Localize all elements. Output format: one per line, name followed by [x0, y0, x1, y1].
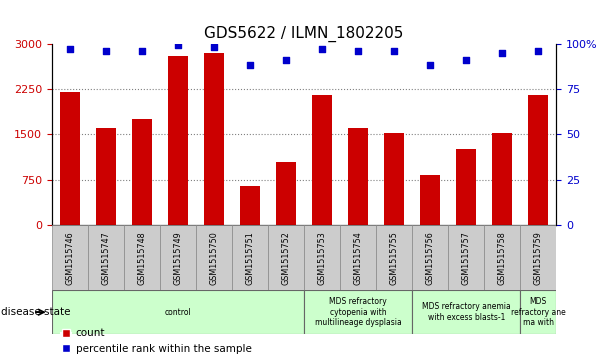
Bar [348, 128, 368, 225]
Bar [412, 290, 520, 334]
Bar [484, 225, 520, 290]
Bar [384, 133, 404, 225]
Bar [304, 290, 412, 334]
Bar [412, 225, 448, 290]
Bar [88, 225, 124, 290]
Bar [276, 162, 296, 225]
Bar [312, 95, 332, 225]
Title: GDS5622 / ILMN_1802205: GDS5622 / ILMN_1802205 [204, 26, 404, 42]
Text: GSM1515755: GSM1515755 [390, 231, 399, 285]
Text: GSM1515757: GSM1515757 [461, 231, 471, 285]
Bar [376, 225, 412, 290]
Text: MDS refractory anemia
with excess blasts-1: MDS refractory anemia with excess blasts… [422, 302, 511, 322]
Text: GSM1515752: GSM1515752 [282, 231, 291, 285]
Bar [492, 133, 512, 225]
Bar [204, 53, 224, 225]
Bar [304, 225, 340, 290]
Bar [232, 225, 268, 290]
Text: GSM1515753: GSM1515753 [317, 231, 326, 285]
Bar [132, 119, 152, 225]
Text: disease state: disease state [1, 307, 70, 317]
Point [461, 57, 471, 63]
Point [426, 62, 435, 68]
Legend: count, percentile rank within the sample: count, percentile rank within the sample [57, 324, 256, 358]
Bar [52, 225, 88, 290]
Point [281, 57, 291, 63]
Text: control: control [165, 308, 191, 317]
Bar [420, 175, 440, 225]
Bar [124, 225, 160, 290]
Text: GSM1515747: GSM1515747 [102, 231, 110, 285]
Point [245, 62, 255, 68]
Text: GSM1515758: GSM1515758 [498, 231, 506, 285]
Point [353, 48, 363, 54]
Text: GSM1515751: GSM1515751 [246, 231, 254, 285]
Text: MDS refractory
cytopenia with
multilineage dysplasia: MDS refractory cytopenia with multilinea… [315, 297, 401, 327]
Bar [268, 225, 304, 290]
Text: GSM1515746: GSM1515746 [65, 231, 74, 285]
Bar [340, 225, 376, 290]
Bar [160, 225, 196, 290]
Bar [448, 225, 484, 290]
Text: GSM1515759: GSM1515759 [534, 231, 543, 285]
Bar [52, 290, 304, 334]
Point [173, 42, 183, 48]
Bar [96, 128, 116, 225]
Point [137, 48, 147, 54]
Point [101, 48, 111, 54]
Bar [240, 186, 260, 225]
Text: GSM1515754: GSM1515754 [354, 231, 362, 285]
Point [65, 46, 75, 52]
Bar [60, 92, 80, 225]
Text: GSM1515748: GSM1515748 [137, 231, 147, 285]
Point [497, 50, 507, 56]
Text: MDS
refractory ane
ma with: MDS refractory ane ma with [511, 297, 565, 327]
Bar [528, 95, 548, 225]
Bar [196, 225, 232, 290]
Bar [520, 225, 556, 290]
Bar [520, 290, 556, 334]
Point [209, 44, 219, 50]
Point [317, 46, 327, 52]
Point [389, 48, 399, 54]
Text: GSM1515750: GSM1515750 [209, 231, 218, 285]
Point [533, 48, 543, 54]
Bar [456, 150, 476, 225]
Bar [168, 56, 188, 225]
Text: GSM1515756: GSM1515756 [426, 231, 435, 285]
Text: GSM1515749: GSM1515749 [173, 231, 182, 285]
